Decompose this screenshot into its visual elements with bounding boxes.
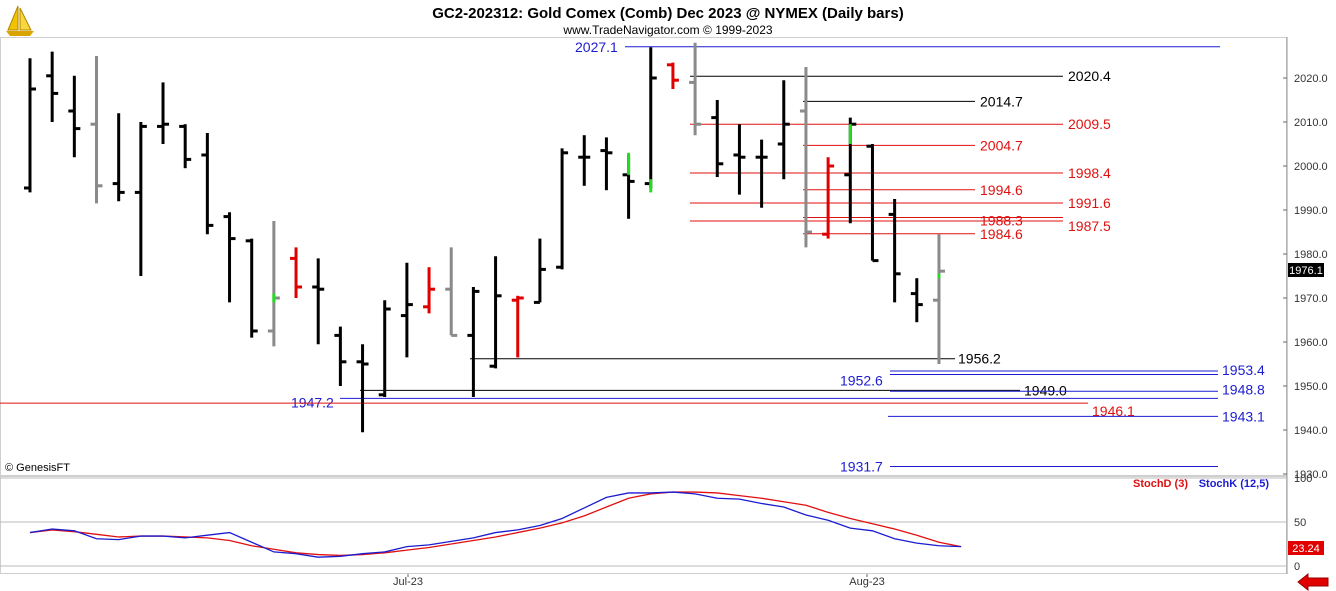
stoch-axis-label: 100 xyxy=(1294,473,1312,485)
price-axis-label: 2020.0 xyxy=(1294,73,1328,85)
level-label: 1949.0 xyxy=(1024,382,1067,398)
level-label: 1952.6 xyxy=(840,373,883,389)
chart-subtitle: www.TradeNavigator.com © 1999-2023 xyxy=(562,23,772,37)
price-axis-label: 1930.0 xyxy=(1294,469,1328,481)
price-axis-label: 1990.0 xyxy=(1294,205,1328,217)
price-badge-bg xyxy=(1288,263,1324,277)
stoch-plot-frame xyxy=(0,476,1287,574)
level-label: 1998.4 xyxy=(1068,165,1111,181)
level-label: 2020.4 xyxy=(1068,68,1111,84)
price-axis-label: 1980.0 xyxy=(1294,249,1328,261)
level-label: 1988.3 xyxy=(980,212,1023,228)
stochd-legend: StochD (3) xyxy=(1133,478,1188,490)
price-badge: 1976.1 xyxy=(1289,265,1323,277)
red-left-arrow-icon[interactable] xyxy=(1297,572,1329,591)
price-axis-label: 1940.0 xyxy=(1294,425,1328,437)
level-label: 2014.7 xyxy=(980,93,1023,109)
level-label: 1948.8 xyxy=(1222,381,1265,397)
level-label: 1947.2 xyxy=(291,394,334,410)
level-label: 2027.1 xyxy=(575,39,618,55)
x-axis-label: Jul-23 xyxy=(393,576,423,588)
stoch-axis-label: 50 xyxy=(1294,517,1306,529)
price-axis-label: 1970.0 xyxy=(1294,293,1328,305)
level-label: 1994.6 xyxy=(980,182,1023,198)
stoch-line xyxy=(29,491,962,557)
copyright-label: © GenesisFT xyxy=(5,462,70,474)
level-label: 2004.7 xyxy=(980,137,1023,153)
price-axis-label: 1950.0 xyxy=(1294,381,1328,393)
stochk-legend: StochK (12,5) xyxy=(1199,478,1270,490)
level-label: 1953.4 xyxy=(1222,362,1265,378)
stoch-axis-label: 0 xyxy=(1294,561,1300,573)
level-label: 1931.7 xyxy=(840,459,883,475)
level-label: 1943.1 xyxy=(1222,408,1265,424)
level-label: 1984.6 xyxy=(980,226,1023,242)
level-label: 2009.5 xyxy=(1068,116,1111,132)
level-label: 1987.5 xyxy=(1068,218,1111,234)
x-axis-label: Aug-23 xyxy=(849,576,884,588)
stoch-badge-bg xyxy=(1288,541,1324,555)
price-axis-label: 2010.0 xyxy=(1294,117,1328,129)
level-label: 1956.2 xyxy=(958,351,1001,367)
price-axis-label: 2000.0 xyxy=(1294,161,1328,173)
dollar-sailboat-logo-icon xyxy=(6,5,34,36)
stoch-badge: 23.24 xyxy=(1292,543,1320,555)
price-axis-label: 1960.0 xyxy=(1294,337,1328,349)
level-label: 1946.1 xyxy=(1092,403,1135,419)
stoch-line xyxy=(29,491,962,558)
level-label: 1991.6 xyxy=(1068,195,1111,211)
chart-title: GC2-202312: Gold Comex (Comb) Dec 2023 @… xyxy=(432,5,903,22)
